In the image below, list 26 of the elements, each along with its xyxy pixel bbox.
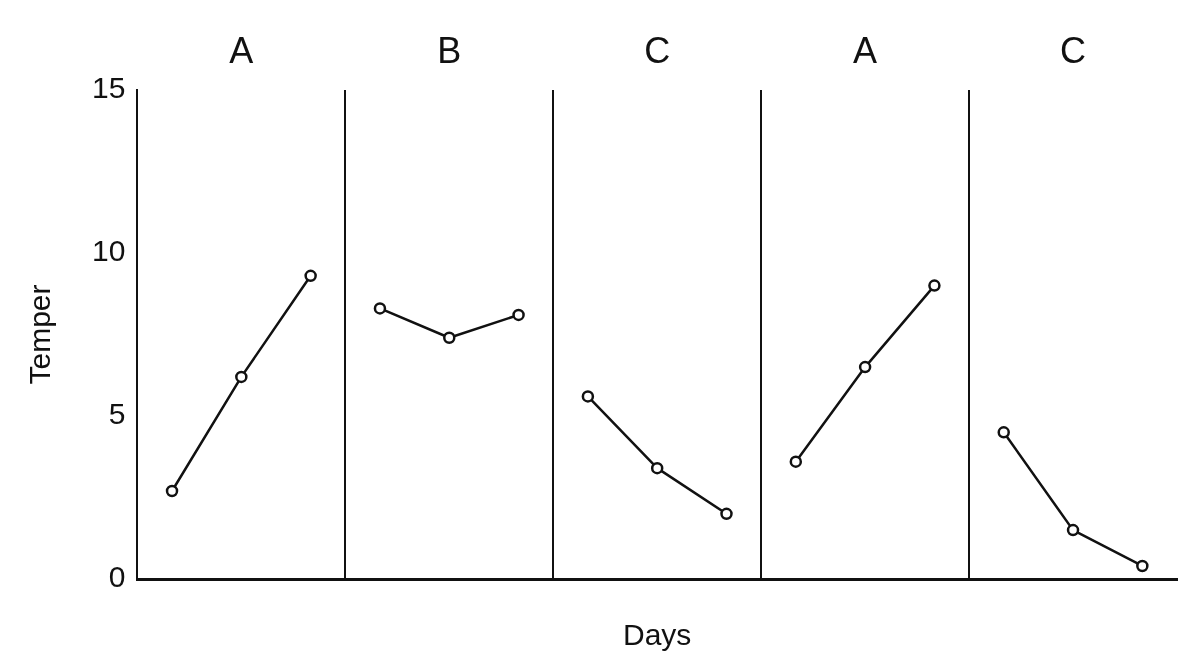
point bbox=[235, 370, 248, 384]
point bbox=[928, 279, 941, 292]
text: C bbox=[644, 30, 671, 72]
point bbox=[789, 455, 803, 468]
point bbox=[720, 507, 733, 521]
point bbox=[373, 302, 387, 315]
point bbox=[165, 484, 179, 498]
y-tick-label: 0 bbox=[108, 560, 126, 594]
point bbox=[1136, 559, 1149, 573]
text: A bbox=[229, 30, 254, 72]
y-axis-title: Temper bbox=[23, 284, 57, 385]
text: C bbox=[1060, 30, 1087, 72]
point bbox=[858, 360, 872, 374]
x-axis-title: Days bbox=[623, 618, 692, 652]
y-tick-label: 5 bbox=[108, 397, 126, 431]
point bbox=[443, 331, 456, 345]
point bbox=[581, 390, 595, 403]
point bbox=[304, 269, 317, 283]
point bbox=[650, 461, 664, 475]
y-tick-label: 15 bbox=[91, 71, 126, 105]
y-tick-label: 10 bbox=[91, 234, 126, 268]
point bbox=[997, 426, 1010, 439]
point bbox=[1066, 523, 1080, 537]
text: B bbox=[437, 30, 462, 72]
point bbox=[512, 308, 525, 322]
text: A bbox=[853, 30, 878, 72]
